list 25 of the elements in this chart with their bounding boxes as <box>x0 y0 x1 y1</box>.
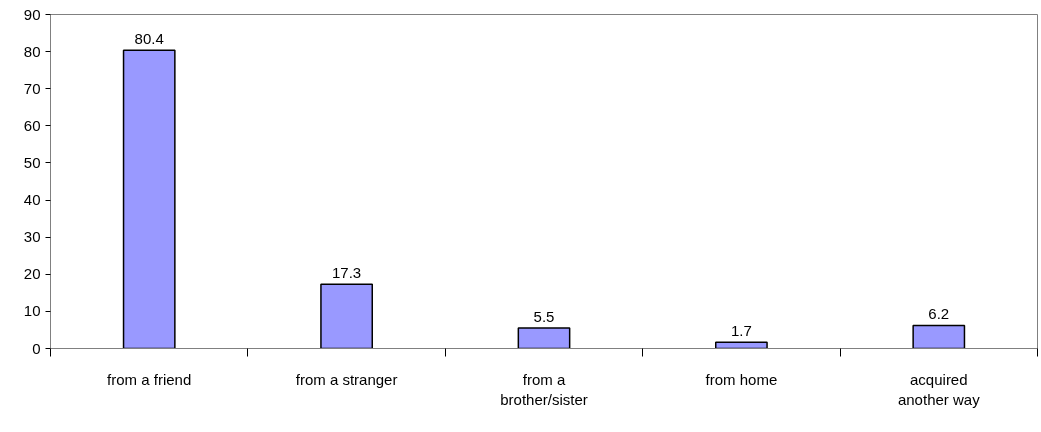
bar <box>517 327 571 349</box>
data-label: 1.7 <box>730 322 752 340</box>
data-label: 6.2 <box>928 305 950 323</box>
y-tick-label: 50 <box>23 153 41 171</box>
y-tick-label: 10 <box>23 302 41 320</box>
bar <box>320 283 374 349</box>
data-label: 80.4 <box>134 30 164 48</box>
x-tick-label: from a friend <box>107 370 192 388</box>
y-tick-label: 0 <box>32 339 41 357</box>
y-tick-label: 90 <box>23 5 41 23</box>
y-tick-label: 70 <box>23 79 41 97</box>
x-tick-label: acquired another way <box>897 370 981 408</box>
y-tick-label: 20 <box>23 265 41 283</box>
bar <box>714 341 768 349</box>
bar <box>122 49 176 349</box>
data-label: 17.3 <box>332 264 362 282</box>
y-tick-label: 40 <box>23 191 41 209</box>
y-tick-label: 60 <box>23 116 41 134</box>
x-tick-label: from a brother/sister <box>500 370 588 408</box>
y-tick-label: 80 <box>23 42 41 60</box>
x-tick-label: from a stranger <box>295 370 398 388</box>
x-tick-label: from home <box>705 370 778 388</box>
y-tick-label: 30 <box>23 228 41 246</box>
bar <box>912 324 966 349</box>
data-label: 5.5 <box>533 308 555 326</box>
